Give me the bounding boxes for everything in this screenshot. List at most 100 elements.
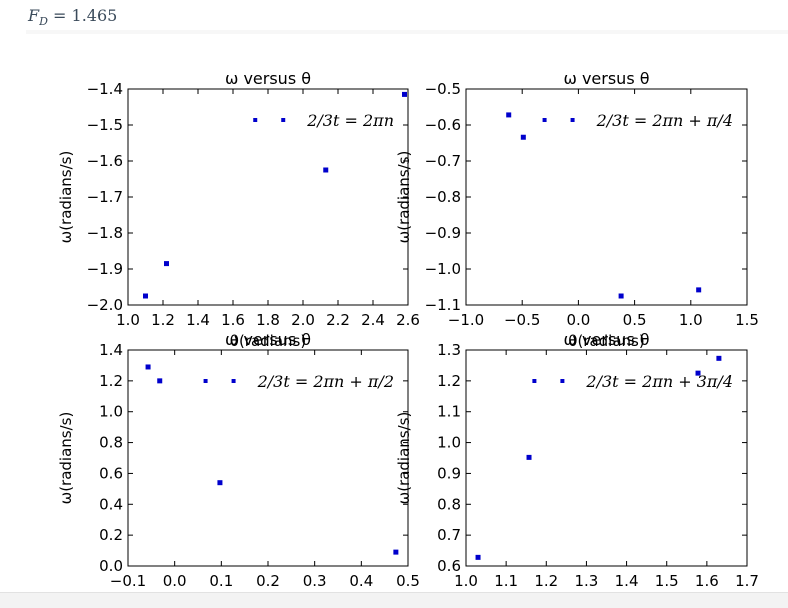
x-tick-label: 0.2 [256,572,280,590]
figure-area [0,34,788,592]
x-tick-label: 1.0 [679,311,703,329]
data-point [164,261,169,267]
y-tick-label: −1.1 [425,296,461,314]
y-tick-label: −0.7 [425,152,461,170]
data-point [520,134,526,140]
bottom-scroll-bar[interactable] [0,592,788,608]
chart-title: ω versus θ [563,330,649,349]
legend-label: 2/3t = 2πn + π/4 [596,111,733,130]
y-tick-label: 1.3 [437,341,461,359]
x-tick-label: 1.0 [454,572,478,590]
y-tick-label: 1.4 [99,341,123,359]
y-tick-label: 0.4 [99,495,123,513]
y-tick-label: −1.9 [87,260,123,278]
legend-label: 2/3t = 2πn + 3π/4 [585,372,733,391]
y-tick-label: −0.5 [425,80,461,98]
legend-marker [231,379,236,383]
data-point [157,378,163,384]
x-tick-label: 1.6 [221,311,245,329]
y-tick-label: 1.2 [437,372,461,390]
y-tick-label: 0.8 [437,495,461,513]
subplot-2: −1.0 −0.5 0.0 0.5 1.0 1.5−1.1−1.0−0.9−0.8−0.7… [395,69,759,350]
x-tick-label: 0.0 [566,311,590,329]
x-tick-label: 0.1 [209,572,233,590]
data-point [402,91,407,97]
x-tick-label: 2.2 [326,311,350,329]
y-tick-label: −2.0 [87,296,123,314]
x-tick-label: 1.4 [615,572,639,590]
y-tick-label: 1.0 [437,434,461,452]
legend-marker [542,118,547,122]
x-tick-label: 1.6 [695,572,719,590]
x-tick-label: 2.4 [361,311,385,329]
x-tick-label: 1.3 [574,572,598,590]
y-tick-label: 1.0 [99,403,123,421]
chart-title: ω versus θ [225,69,311,88]
y-axis-label: ω(radians/s) [57,412,75,505]
y-tick-label: −0.8 [425,188,461,206]
legend-label: 2/3t = 2πn [306,111,394,130]
fd-subscript: D [39,15,48,29]
y-tick-label: 0.0 [99,557,123,575]
legend-marker [532,379,537,383]
fd-number: 1.465 [71,6,118,25]
x-tick-label: 1.1 [494,572,518,590]
subplot-1: 1.0 1.2 1.4 1.6 1.8 2.0 2.2 2.4 2.6 −2.0 −1.9 −1.8 −… [57,69,420,350]
y-tick-label: −1.6 [87,152,123,170]
x-axis-label: θ(radians) [230,332,306,350]
x-tick-label: 0.5 [623,311,647,329]
x-axis-label: θ(radians) [568,332,644,350]
fd-equals: = [47,6,72,25]
chart-title: ω versus θ [225,330,311,349]
data-point [393,549,399,555]
y-tick-label: 1.1 [437,403,461,421]
fd-value-label: FD = 1.465 [28,6,117,28]
y-tick-label: −1.5 [87,116,123,134]
x-tick-label: 1.2 [151,311,175,329]
data-point [716,355,722,361]
y-tick-label: −1.8 [87,224,123,242]
data-point [143,293,148,299]
x-tick-label: 2.6 [396,311,420,329]
legend-marker [203,379,208,383]
legend-marker [281,118,286,122]
x-tick-label: 1.4 [186,311,210,329]
plot-frame [465,349,748,567]
subplot-3: −0.1 0.0 0.1 0.2 0.3 0.4 0.50.00.20.40.60.81.0… [57,330,420,590]
y-axis-label: ω(radians/s) [57,151,75,244]
data-point [618,293,624,299]
y-tick-label: 1.2 [99,372,123,390]
x-tick-label: −0.5 [504,311,540,329]
y-axis-label: ω(radians/s) [395,151,413,244]
data-point [526,454,532,460]
y-tick-label: −1.7 [87,188,123,206]
legend-marker [253,118,258,122]
x-tick-label: 1.5 [655,572,679,590]
x-tick-label: 1.7 [735,572,759,590]
x-tick-label: 1.2 [534,572,558,590]
legend-label: 2/3t = 2πn + π/2 [257,372,394,391]
x-tick-label: 0.0 [163,572,187,590]
data-point [323,167,329,173]
data-point [145,364,151,370]
x-tick-label: 0.5 [396,572,420,590]
data-point [696,287,702,293]
legend-marker [560,379,565,383]
y-tick-label: 0.7 [437,526,461,544]
x-tick-label: −0.1 [110,572,146,590]
y-tick-label: 0.6 [437,557,461,575]
x-tick-label: 0.4 [349,572,373,590]
fd-symbol: F [28,6,40,25]
subplot-4: 1.0 1.1 1.2 1.3 1.4 1.5 1.6 1.7 0.6 0.7 0.8 0.9 1.0 1… [395,330,759,590]
y-tick-label: 0.8 [99,434,123,452]
legend-marker [570,118,575,122]
y-tick-label: −1.4 [87,80,123,98]
x-tick-label: −1.0 [448,311,484,329]
x-tick-label: 2.0 [291,311,315,329]
x-tick-label: 1.0 [116,311,140,329]
chart-title: ω versus θ [563,69,649,88]
y-tick-label: −0.6 [425,116,461,134]
data-point [506,112,512,118]
y-tick-label: −0.9 [425,224,461,242]
y-tick-label: 0.9 [437,464,461,482]
